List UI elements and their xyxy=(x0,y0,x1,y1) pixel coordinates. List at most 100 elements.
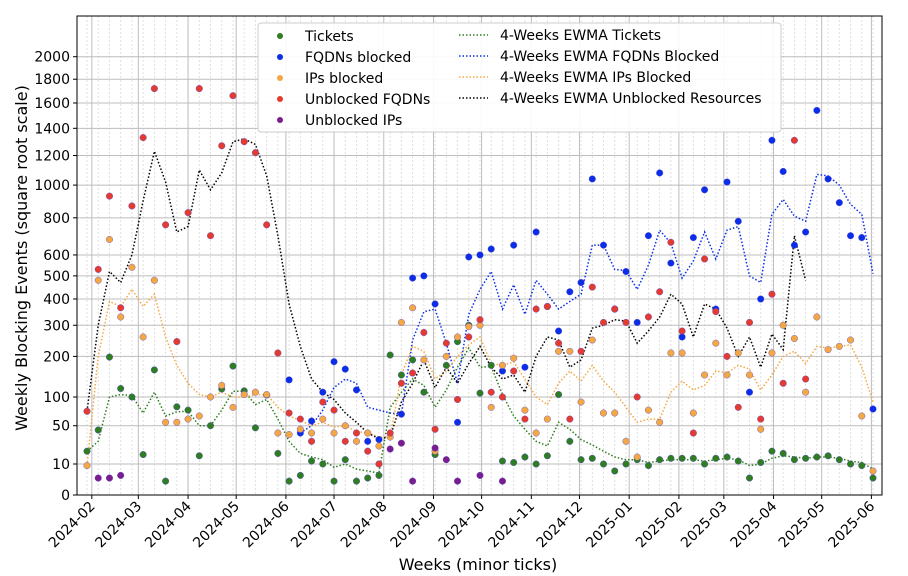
point-fqdns-blocked xyxy=(487,245,495,253)
point-fqdns-blocked xyxy=(678,333,686,341)
point-unblocked-fqdns xyxy=(128,202,136,210)
point-fqdns-blocked xyxy=(510,241,518,249)
point-fqdns-blocked xyxy=(701,186,709,194)
point-unblocked-fqdns xyxy=(184,209,192,217)
y-tick-label: 1600 xyxy=(34,96,70,112)
point-unblocked-fqdns xyxy=(442,339,450,347)
point-tickets xyxy=(420,388,428,396)
point-ips-blocked xyxy=(678,349,686,357)
x-tick-label: 2024-11 xyxy=(485,499,538,552)
point-unblocked-fqdns xyxy=(139,134,147,142)
legend-label: 4-Weeks EWMA FQDNs Blocked xyxy=(500,49,719,65)
point-fqdns-blocked xyxy=(622,268,630,276)
point-unblocked-fqdns xyxy=(611,305,619,313)
point-ips-blocked xyxy=(420,356,428,364)
point-fqdns-blocked xyxy=(779,167,787,175)
y-tick-label: 600 xyxy=(43,248,70,264)
legend-marker xyxy=(277,96,283,102)
point-fqdns-blocked xyxy=(555,327,563,335)
point-unblocked-fqdns xyxy=(555,339,563,347)
x-tick-label: 2024-04 xyxy=(142,498,195,551)
point-ips-blocked xyxy=(465,323,473,331)
point-ips-blocked xyxy=(195,412,203,420)
point-unblocked-fqdns xyxy=(341,437,349,445)
point-tickets xyxy=(375,471,383,479)
point-tickets xyxy=(94,426,102,434)
point-tickets xyxy=(847,460,855,468)
point-ips-blocked xyxy=(139,333,147,341)
x-axis-title: Weeks (minor ticks) xyxy=(399,555,557,574)
point-unblocked-ips xyxy=(498,477,506,485)
point-unblocked-fqdns xyxy=(364,447,372,455)
point-unblocked-ips xyxy=(105,474,113,482)
x-axis-ticks: 2024-022024-032024-042024-052024-062024-… xyxy=(46,495,878,551)
y-tick-label: 200 xyxy=(43,349,70,365)
x-tick-label: 2025-03 xyxy=(678,499,731,552)
point-fqdns-blocked xyxy=(330,358,338,366)
legend-label: IPs blocked xyxy=(305,71,383,87)
point-ips-blocked xyxy=(229,403,237,411)
point-ips-blocked xyxy=(689,409,697,417)
legend-label: FQDNs blocked xyxy=(305,50,411,66)
point-unblocked-fqdns xyxy=(656,288,664,296)
point-ips-blocked xyxy=(779,321,787,329)
point-tickets xyxy=(510,458,518,466)
point-unblocked-fqdns xyxy=(94,265,102,273)
point-ips-blocked xyxy=(274,429,282,437)
point-unblocked-fqdns xyxy=(577,347,585,355)
point-tickets xyxy=(779,449,787,457)
point-ips-blocked xyxy=(734,349,742,357)
point-tickets xyxy=(386,351,394,359)
point-tickets xyxy=(330,477,338,485)
point-fqdns-blocked xyxy=(768,136,776,144)
y-tick-label: 50 xyxy=(52,419,70,435)
x-tick-label: 2024-06 xyxy=(240,498,293,551)
point-unblocked-fqdns xyxy=(566,415,574,423)
legend-marker xyxy=(277,75,283,81)
point-ips-blocked xyxy=(105,235,113,243)
point-ips-blocked xyxy=(588,336,596,344)
point-ips-blocked xyxy=(487,403,495,411)
point-tickets xyxy=(723,453,731,461)
point-unblocked-fqdns xyxy=(600,318,608,326)
point-ips-blocked xyxy=(521,406,529,414)
point-tickets xyxy=(128,393,136,401)
point-ips-blocked xyxy=(802,388,810,396)
point-unblocked-fqdns xyxy=(162,221,170,229)
point-unblocked-fqdns xyxy=(352,429,360,437)
point-fqdns-blocked xyxy=(521,363,529,371)
point-tickets xyxy=(195,452,203,460)
x-tick-label: 2024-07 xyxy=(288,499,341,552)
point-ips-blocked xyxy=(813,313,821,321)
y-tick-label: 800 xyxy=(43,211,70,227)
point-tickets xyxy=(105,353,113,361)
point-fqdns-blocked xyxy=(532,228,540,236)
point-unblocked-ips xyxy=(117,471,125,479)
x-tick-label: 2024-05 xyxy=(190,499,243,552)
point-unblocked-fqdns xyxy=(510,367,518,375)
y-tick-label: 1800 xyxy=(34,72,70,88)
point-unblocked-fqdns xyxy=(207,232,215,240)
point-tickets xyxy=(117,385,125,393)
point-ips-blocked xyxy=(83,462,91,470)
point-unblocked-fqdns xyxy=(465,333,473,341)
point-tickets xyxy=(577,456,585,464)
legend-label: Tickets xyxy=(304,29,354,45)
point-tickets xyxy=(409,356,417,364)
point-tickets xyxy=(757,458,765,466)
point-tickets xyxy=(521,453,529,461)
point-tickets xyxy=(656,456,664,464)
point-tickets xyxy=(285,477,293,485)
point-unblocked-ips xyxy=(454,477,462,485)
point-unblocked-fqdns xyxy=(263,221,271,229)
point-tickets xyxy=(701,460,709,468)
point-ips-blocked xyxy=(454,333,462,341)
point-ips-blocked xyxy=(285,431,293,439)
point-fqdns-blocked xyxy=(600,241,608,249)
point-tickets xyxy=(207,422,215,430)
point-tickets xyxy=(835,456,843,464)
point-fqdns-blocked xyxy=(341,365,349,373)
point-unblocked-fqdns xyxy=(768,290,776,298)
point-ips-blocked xyxy=(352,437,360,445)
